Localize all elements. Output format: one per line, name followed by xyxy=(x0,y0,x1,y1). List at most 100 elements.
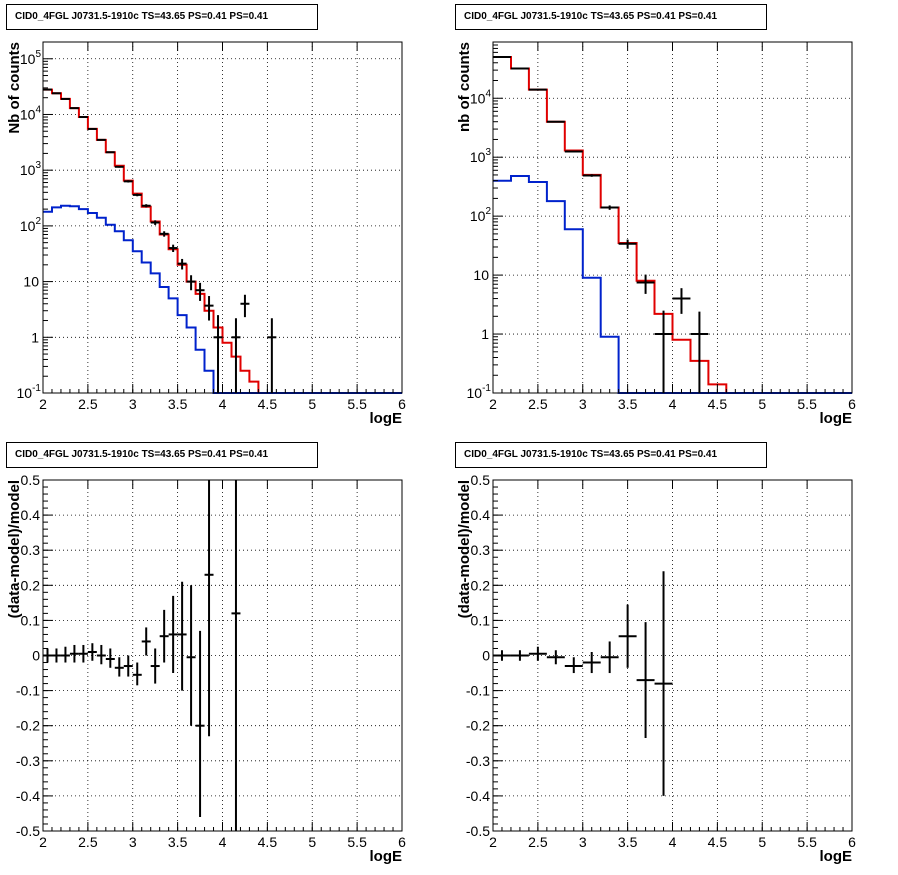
x-tick-label: 2.5 xyxy=(78,396,98,412)
x-axis-title: logE xyxy=(370,410,403,427)
y-tick-label: 0.2 xyxy=(471,577,491,593)
x-tick-label: 2.5 xyxy=(528,396,548,412)
y-tick-label: -0.2 xyxy=(466,718,490,734)
panel-1-title: CID0_4FGL J0731.5-1910c TS=43.65 PS=0.41… xyxy=(6,4,318,30)
grid xyxy=(43,480,402,831)
data-point xyxy=(78,644,88,663)
x-tick-label: 5.5 xyxy=(797,834,817,850)
y-tick-label: -0.3 xyxy=(16,753,40,769)
panel-3-title: CID0_4FGL J0731.5-1910c TS=43.65 PS=0.41… xyxy=(6,442,318,468)
x-tick-label: 3 xyxy=(129,396,137,412)
y-tick-label: 1 xyxy=(31,329,39,345)
data-point xyxy=(690,311,709,393)
x-tick-label: 3.5 xyxy=(168,834,188,850)
data-point xyxy=(618,239,637,249)
data-point xyxy=(213,315,223,393)
data-point xyxy=(69,107,79,110)
x-tick-label: 5 xyxy=(308,834,316,850)
x-tick-label: 3.5 xyxy=(618,396,638,412)
data-point xyxy=(186,585,196,726)
x-tick-label: 2 xyxy=(489,834,497,850)
grid xyxy=(493,480,852,831)
data-point xyxy=(636,274,655,294)
data-point xyxy=(96,644,106,665)
model-step-series-1 xyxy=(43,88,402,394)
y-tick-label: 0 xyxy=(482,648,490,664)
y-tick-label: 0 xyxy=(32,648,40,664)
data-point xyxy=(159,231,169,237)
data-point xyxy=(654,571,673,796)
data-point xyxy=(618,604,637,668)
data-point xyxy=(96,138,106,141)
data-point xyxy=(87,643,97,661)
data-point xyxy=(672,288,691,314)
y-tick-label: 103 xyxy=(20,160,42,178)
y-tick-label: 0.4 xyxy=(471,507,491,523)
data-point xyxy=(168,244,178,252)
y-tick-label: 0.5 xyxy=(471,472,491,488)
data-point xyxy=(69,644,79,663)
x-tick-label: 3 xyxy=(579,834,587,850)
data-point xyxy=(141,627,151,656)
x-tick-label: 4 xyxy=(219,396,227,412)
y-tick-label: -0.4 xyxy=(466,788,490,804)
data-point xyxy=(636,622,655,738)
x-tick-label: 2.5 xyxy=(78,834,98,850)
y-tick-label: 0.3 xyxy=(471,542,491,558)
data-point xyxy=(177,258,187,270)
y-tick-label: -0.2 xyxy=(16,718,40,734)
data-point xyxy=(177,581,187,691)
data-point xyxy=(123,180,133,183)
x-tick-label: 4.5 xyxy=(708,396,728,412)
x-tick-label: 3.5 xyxy=(168,396,188,412)
data-point xyxy=(123,655,133,677)
data-point xyxy=(528,88,547,91)
data-point xyxy=(204,480,214,737)
x-tick-label: 5.5 xyxy=(347,834,367,850)
data-point xyxy=(132,662,142,686)
x-tick-label: 6 xyxy=(398,834,406,850)
data-point xyxy=(231,480,241,831)
x-tick-label: 4.5 xyxy=(708,834,728,850)
x-tick-label: 3.5 xyxy=(618,834,638,850)
data-point xyxy=(510,650,529,661)
y-tick-label: 10 xyxy=(23,274,39,290)
x-tick-label: 4.5 xyxy=(258,396,278,412)
x-axis-title: logE xyxy=(820,410,853,427)
x-tick-label: 4.5 xyxy=(258,834,278,850)
x-tick-label: 5 xyxy=(758,834,766,850)
data-point xyxy=(51,648,61,663)
data-point xyxy=(150,220,160,225)
data-point xyxy=(186,275,196,291)
y-tick-label: 0.2 xyxy=(21,577,41,593)
data-point xyxy=(114,657,124,677)
x-tick-label: 2.5 xyxy=(528,834,548,850)
panel-2: 2 2.5 3 3.5 4 4.5 5 5.5 6 10-1 1 10 102 103 104 logE nb … xyxy=(456,41,856,427)
panel-2-title: CID0_4FGL J0731.5-1910c TS=43.65 PS=0.41… xyxy=(455,4,767,30)
x-tick-label: 6 xyxy=(848,834,856,850)
data-point xyxy=(528,646,547,661)
y-tick-label: 104 xyxy=(20,104,42,122)
data-point xyxy=(267,318,277,393)
data-point xyxy=(141,204,151,208)
y-tick-label: -0.5 xyxy=(16,823,40,839)
data-point xyxy=(564,657,583,674)
x-axis-title: logE xyxy=(370,848,403,865)
data-point xyxy=(546,120,565,123)
panel-4: 2 2.5 3 3.5 4 4.5 5 5.5 6 -0.5 -0.4 -0.3 -0.2 -0.1 0 0.… xyxy=(456,472,856,865)
y-tick-label: 0.5 xyxy=(21,472,41,488)
panel-1: 2 2.5 3 3.5 4 4.5 5 5.5 6 10-1 1 10 102 103 104 105 logE… xyxy=(6,41,406,427)
data-point xyxy=(240,294,250,318)
x-tick-label: 3 xyxy=(129,834,137,850)
y-tick-label: -0.1 xyxy=(466,683,490,699)
data-point xyxy=(105,151,115,154)
data-point xyxy=(60,97,70,100)
data-point xyxy=(600,205,619,210)
y-axis-title: nb of counts xyxy=(456,42,473,132)
x-tick-label: 2 xyxy=(489,396,497,412)
x-tick-label: 5 xyxy=(308,396,316,412)
y-axis-title: Nb of counts xyxy=(6,42,23,134)
y-tick-label: 105 xyxy=(20,49,42,67)
y-tick-label: 10-1 xyxy=(17,383,42,401)
